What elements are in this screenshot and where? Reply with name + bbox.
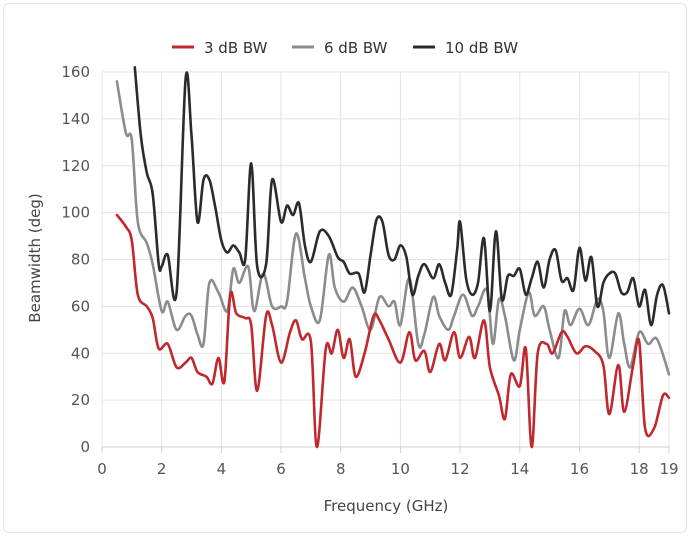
series-line-10-db-bw [133,66,671,327]
x-tick-label: 19 [659,460,678,478]
y-tick-label: 20 [71,391,90,409]
x-tick-label: 8 [336,460,346,478]
x-tick-label: 4 [217,460,227,478]
x-tick-labels: 0 2 4 6 8 10 12 14 16 18 19 [97,460,678,478]
y-tick-label: 140 [61,110,90,128]
x-tick-label: 14 [510,460,529,478]
legend-label-3-db-bw: 3 dB BW [204,39,268,57]
chart-card [3,3,687,533]
legend-label-6-db-bw: 6 dB BW [324,39,388,57]
y-tick-label: 160 [61,63,90,81]
x-tick-label: 12 [451,460,470,478]
grid-lines [101,71,670,447]
y-tick-label: 120 [61,157,90,175]
series-line-6-db-bw [115,80,671,376]
series-lines [115,66,671,449]
x-axis-title: Frequency (GHz) [324,497,449,515]
series-line-3-db-bw [115,213,671,449]
legend-label-10-db-bw: 10 dB BW [445,39,518,57]
y-tick-label: 40 [71,344,90,362]
axes [101,446,670,453]
legend: 3 dB BW 6 dB BW 10 dB BW [172,39,518,57]
y-tick-label: 60 [71,297,90,315]
x-tick-label: 16 [570,460,589,478]
y-axis-title: Beamwidth (deg) [26,193,44,322]
x-tick-label: 6 [276,460,286,478]
x-tick-label: 2 [157,460,167,478]
x-tick-label: 18 [630,460,649,478]
y-tick-label: 0 [80,438,90,456]
x-tick-label: 0 [97,460,107,478]
x-tick-label: 10 [391,460,410,478]
y-tick-label: 100 [61,204,90,222]
y-tick-label: 80 [71,251,90,269]
y-tick-labels: 0 20 40 60 80 100 120 140 160 [61,63,90,456]
